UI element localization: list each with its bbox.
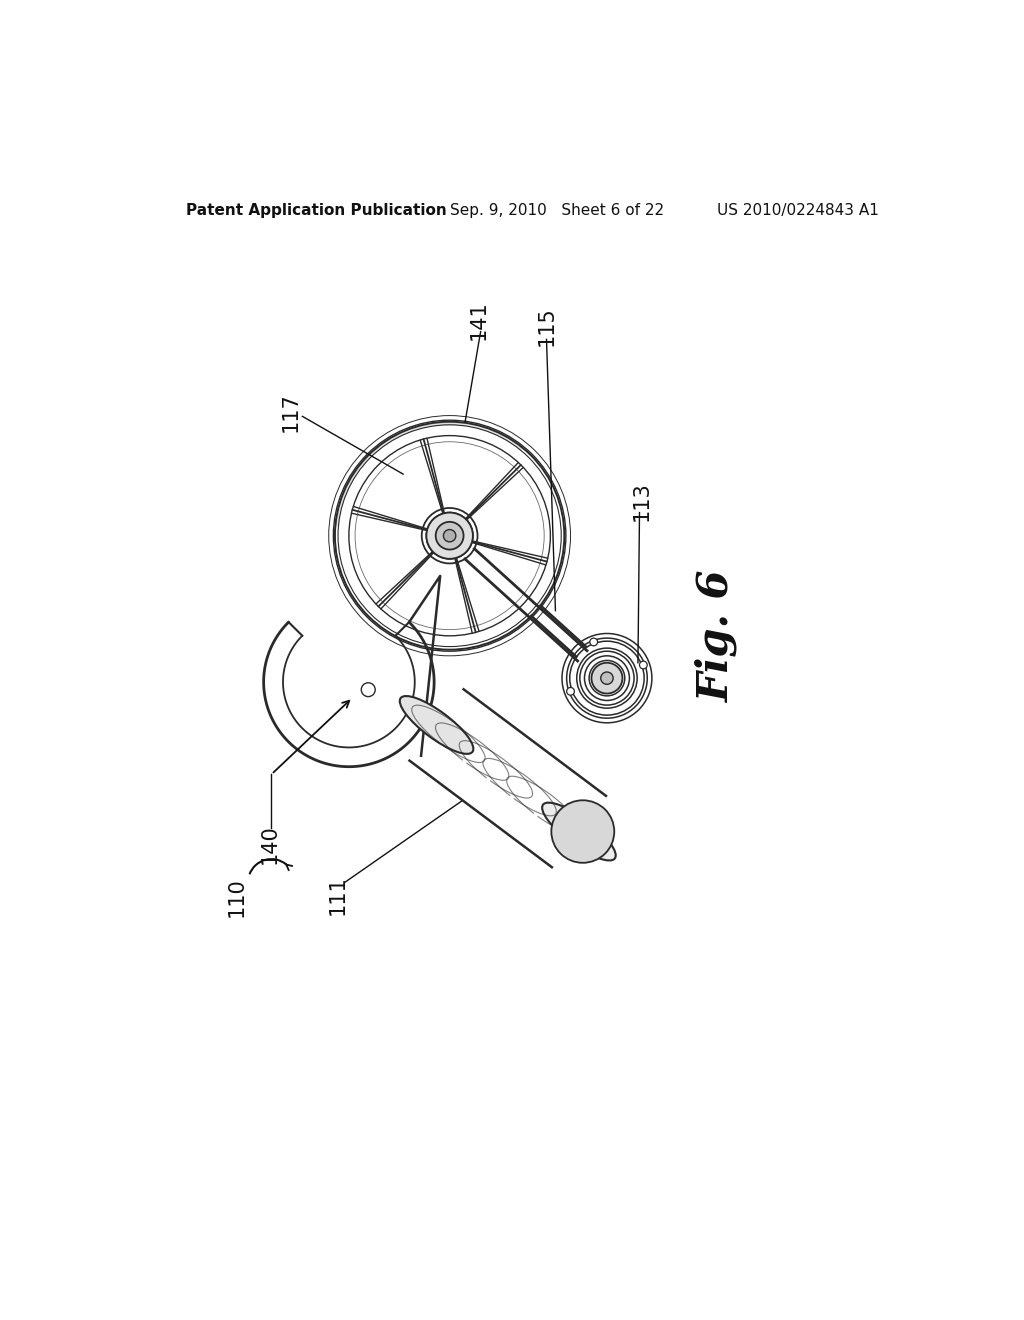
- Ellipse shape: [542, 803, 615, 861]
- Text: 113: 113: [632, 482, 652, 521]
- Text: Fig. 6: Fig. 6: [695, 569, 738, 702]
- Text: 140: 140: [260, 824, 280, 863]
- Circle shape: [435, 521, 464, 549]
- Circle shape: [590, 638, 598, 645]
- Ellipse shape: [399, 696, 473, 754]
- Circle shape: [443, 529, 456, 543]
- Circle shape: [551, 800, 614, 863]
- Circle shape: [601, 672, 613, 684]
- Circle shape: [426, 512, 473, 558]
- Circle shape: [361, 682, 375, 697]
- Text: US 2010/0224843 A1: US 2010/0224843 A1: [717, 203, 879, 218]
- Text: 117: 117: [281, 392, 301, 433]
- Circle shape: [640, 661, 647, 669]
- Text: 115: 115: [537, 306, 556, 346]
- Text: Patent Application Publication: Patent Application Publication: [186, 203, 446, 218]
- Text: Sep. 9, 2010   Sheet 6 of 22: Sep. 9, 2010 Sheet 6 of 22: [450, 203, 664, 218]
- Circle shape: [592, 663, 623, 693]
- Text: 111: 111: [328, 875, 347, 915]
- Circle shape: [566, 688, 574, 696]
- Text: 141: 141: [468, 300, 488, 341]
- Text: 110: 110: [226, 878, 247, 917]
